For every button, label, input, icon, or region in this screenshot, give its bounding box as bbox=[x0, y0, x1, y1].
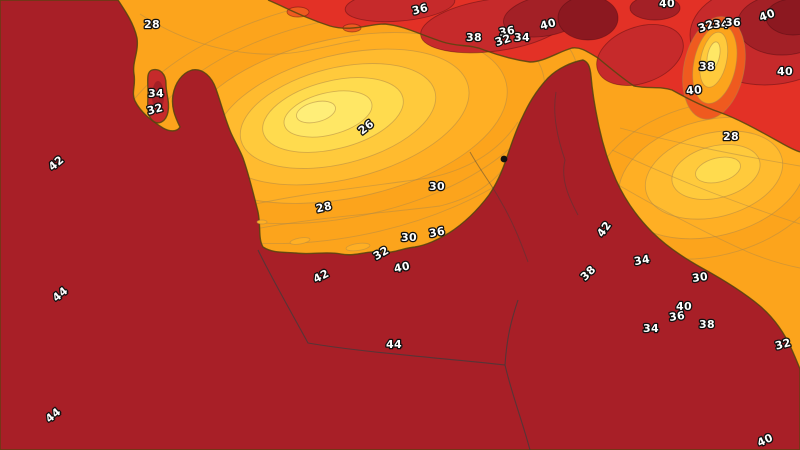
temp-label: 36 bbox=[668, 309, 686, 324]
temp-label: 32 bbox=[146, 101, 165, 118]
temp-label: 32 bbox=[774, 336, 793, 353]
temp-label: 36 bbox=[428, 225, 446, 241]
temp-label: 38 bbox=[699, 318, 715, 331]
bahrain-island bbox=[146, 68, 170, 124]
temp-label: 30 bbox=[691, 270, 709, 285]
temp-label: 34 bbox=[514, 31, 530, 44]
temp-label: 28 bbox=[144, 18, 160, 31]
temp-label: 34 bbox=[633, 253, 651, 269]
city-marker-dot bbox=[500, 155, 508, 163]
temp-label: 32 bbox=[493, 32, 512, 49]
temp-label: 40 bbox=[685, 83, 702, 97]
temp-label: 34 bbox=[643, 322, 659, 335]
temp-label: 36 bbox=[498, 24, 516, 40]
coastal-islands bbox=[256, 219, 371, 252]
iran-cool-patch bbox=[682, 16, 746, 120]
temp-label: 28 bbox=[723, 130, 739, 143]
temp-label: 30 bbox=[429, 180, 445, 193]
temp-label: 40 bbox=[539, 16, 558, 33]
temp-label: 34 bbox=[148, 87, 164, 100]
temp-label: 34 bbox=[713, 18, 729, 31]
temp-label: 38 bbox=[466, 31, 482, 44]
temp-label: 40 bbox=[676, 300, 692, 313]
temp-label: 40 bbox=[777, 65, 793, 78]
temp-label: 36 bbox=[411, 1, 430, 18]
water-contour-lines bbox=[139, 13, 800, 269]
temp-label: 40 bbox=[393, 259, 411, 275]
temp-label: 38 bbox=[699, 60, 715, 73]
temp-label: 28 bbox=[315, 199, 333, 215]
iran-coastline bbox=[267, 0, 800, 153]
iran-landmass bbox=[268, 0, 800, 152]
gulf-yellow-contour-bands bbox=[110, 0, 580, 245]
country-borders bbox=[257, 91, 579, 450]
oman-gulf-yellow-bands bbox=[591, 100, 800, 260]
temp-label: 30 bbox=[401, 231, 417, 244]
temp-label: 44 bbox=[386, 338, 402, 351]
temp-label: 40 bbox=[659, 0, 675, 10]
temp-label: 36 bbox=[725, 16, 741, 29]
